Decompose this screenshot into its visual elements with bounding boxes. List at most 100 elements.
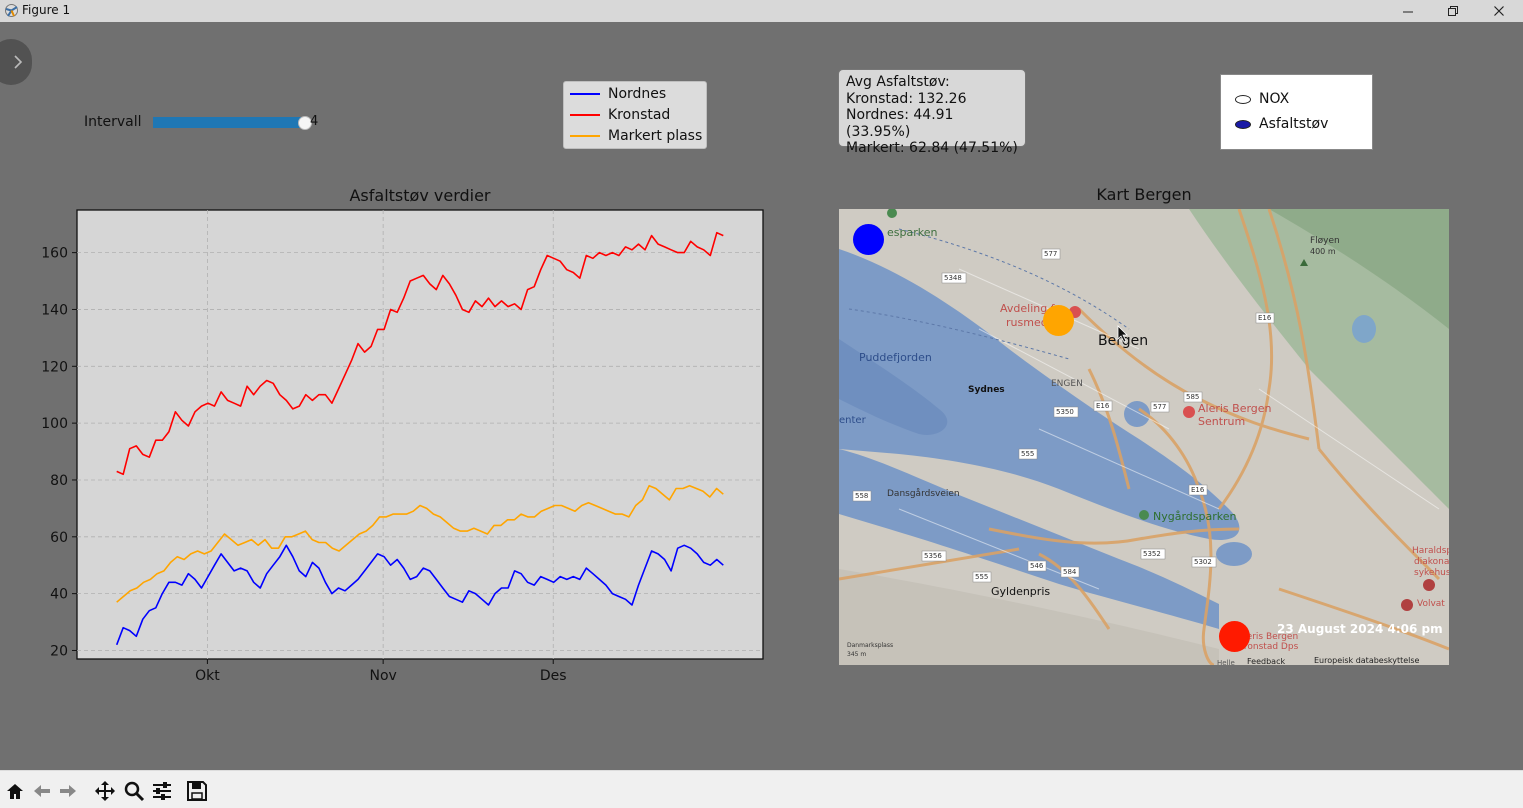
save-button[interactable] <box>186 780 208 802</box>
road-code-label: 555 <box>975 573 989 581</box>
legend-label: Nordnes <box>608 86 667 102</box>
road-code-label: 584 <box>1063 568 1077 576</box>
legend-swatch <box>570 114 600 116</box>
line-chart[interactable]: 20 40 60 80 100 120 140 160 Okt Nov Des <box>30 205 770 690</box>
interval-slider-handle[interactable] <box>298 116 312 130</box>
road-code-label: 546 <box>1030 562 1044 570</box>
average-nordnes: Nordnes: 44.91 (33.95%) <box>846 107 954 140</box>
back-button[interactable] <box>31 780 53 802</box>
sidebar-toggle-button[interactable] <box>0 39 32 85</box>
minimize-icon <box>1403 11 1413 13</box>
map-label-dansgard: Dansgårdsveien <box>887 489 960 499</box>
navigation-toolbar <box>0 770 1523 808</box>
road-code-label: 555 <box>1021 450 1035 458</box>
series-line-kronstad[interactable] <box>116 231 724 476</box>
mouse-cursor-icon <box>1117 325 1128 343</box>
legend-item-nordnes: Nordnes <box>570 84 666 104</box>
map-label-sydnes: Sydnes <box>968 385 1005 395</box>
series-line-nordnes[interactable] <box>115 544 724 646</box>
radio-option-asfaltstov[interactable]: Asfaltstøv <box>1235 116 1328 132</box>
average-info-box: Avg Asfaltstøv: Kronstad: 132.26 Nordnes… <box>838 69 1026 156</box>
legend-swatch <box>570 135 600 137</box>
road-code-label: 577 <box>1044 250 1058 258</box>
home-icon <box>7 784 23 799</box>
radio-selected-icon[interactable] <box>1235 119 1251 129</box>
radio-option-nox[interactable]: NOX <box>1235 91 1289 107</box>
zoom-icon <box>124 781 145 802</box>
radio-circle-icon[interactable] <box>1235 94 1251 104</box>
y-tick-label: 20 <box>50 643 68 659</box>
map-label-park: esparken <box>887 226 938 239</box>
radio-label: Asfaltstøv <box>1259 116 1329 132</box>
radio-label: NOX <box>1259 91 1290 107</box>
map-label-harald-2: diakonal <box>1414 557 1449 567</box>
average-kronstad: Kronstad: 132.26 <box>846 90 967 107</box>
marker-nordnes[interactable] <box>853 224 884 255</box>
map-label-puddefjorden: Puddefjorden <box>859 351 932 364</box>
window-titlebar: Figure 1 <box>0 0 1523 23</box>
back-icon <box>34 785 50 797</box>
y-tick-label: 80 <box>50 473 68 489</box>
map-label-avdeling-2: rusmed <box>1006 316 1048 329</box>
close-button[interactable] <box>1476 0 1522 22</box>
x-tick-label: Des <box>540 668 567 684</box>
interval-slider-label: Intervall <box>84 114 142 130</box>
forward-button[interactable] <box>57 780 79 802</box>
map-title: Kart Bergen <box>1096 185 1192 204</box>
road-code-label: E16 <box>1096 402 1110 410</box>
chart-title: Asfaltstøv verdier <box>349 186 491 205</box>
y-tick-label: 120 <box>41 359 68 375</box>
map-timestamp: 23 August 2024 4:06 pm <box>1277 622 1443 636</box>
y-tick-label: 60 <box>50 530 68 546</box>
average-heading: Avg Asfaltstøv: <box>846 74 950 90</box>
road-code-label: E16 <box>1191 486 1205 494</box>
map-label-kronstad-2: Kronstad Dps <box>1238 642 1299 652</box>
y-tick-label: 140 <box>41 302 68 318</box>
home-button[interactable] <box>4 780 26 802</box>
measurement-radio-group: NOX Asfaltstøv <box>1220 74 1373 150</box>
map-label-harald-3: sykehus <box>1414 568 1449 578</box>
map-label-aleris-1: Aleris Bergen <box>1198 402 1272 415</box>
map-label-personvern: Europeisk databeskyttelse <box>1314 656 1420 665</box>
legend-label: Markert plass <box>608 128 703 144</box>
save-icon <box>187 781 207 801</box>
restore-button[interactable] <box>1430 0 1476 22</box>
configure-icon <box>153 782 171 800</box>
marker-markert-plass[interactable] <box>1043 305 1074 336</box>
legend-label: Kronstad <box>608 107 671 123</box>
bergen-map[interactable]: 5348 577 E16 5350 E16 577 585 555 E16 558 5356 555 5… <box>839 209 1449 665</box>
y-tick-label: 100 <box>41 416 68 432</box>
map-label-engen: ENGEN <box>1051 379 1083 389</box>
marker-kronstad[interactable] <box>1219 621 1250 652</box>
chart-legend: Nordnes Kronstad Markert plass <box>563 81 707 149</box>
legend-swatch <box>570 93 600 95</box>
interval-slider-value: 4 <box>310 114 319 129</box>
close-icon <box>1494 6 1504 16</box>
pan-icon <box>95 781 115 801</box>
map-label-harald-1: Haraldspl <box>1412 546 1449 556</box>
road-code-label: 585 <box>1186 393 1200 401</box>
y-tick-label: 40 <box>50 587 68 603</box>
interval-slider-track[interactable] <box>153 117 304 128</box>
map-image <box>839 209 1449 665</box>
map-label-kronstad-1: Aleris Bergen <box>1238 632 1299 642</box>
map-label-floyen-alt: 400 m <box>1310 247 1336 256</box>
average-markert: Markert: 62.84 (47.51%) <box>846 140 1018 156</box>
map-label-volvat: Volvat <box>1417 599 1445 609</box>
x-tick-label: Nov <box>369 668 396 684</box>
minimize-button[interactable] <box>1385 0 1431 22</box>
zoom-button[interactable] <box>123 780 145 802</box>
pan-button[interactable] <box>94 780 116 802</box>
road-code-label: E16 <box>1258 314 1272 322</box>
road-code-label: 5356 <box>924 552 942 560</box>
map-label-aleris-2: Sentrum <box>1198 415 1246 428</box>
y-tick-label: 160 <box>41 246 68 262</box>
configure-subplots-button[interactable] <box>151 780 173 802</box>
map-label-danmarks-2: 345 m <box>847 651 867 658</box>
window-title: Figure 1 <box>22 3 71 17</box>
matplotlib-icon <box>5 4 18 17</box>
map-label-floyen: Fløyen <box>1310 236 1340 246</box>
series-line-markert-plass[interactable] <box>116 484 724 603</box>
chevron-right-icon <box>14 55 23 69</box>
map-label-nygard: Nygårdsparken <box>1153 510 1237 523</box>
